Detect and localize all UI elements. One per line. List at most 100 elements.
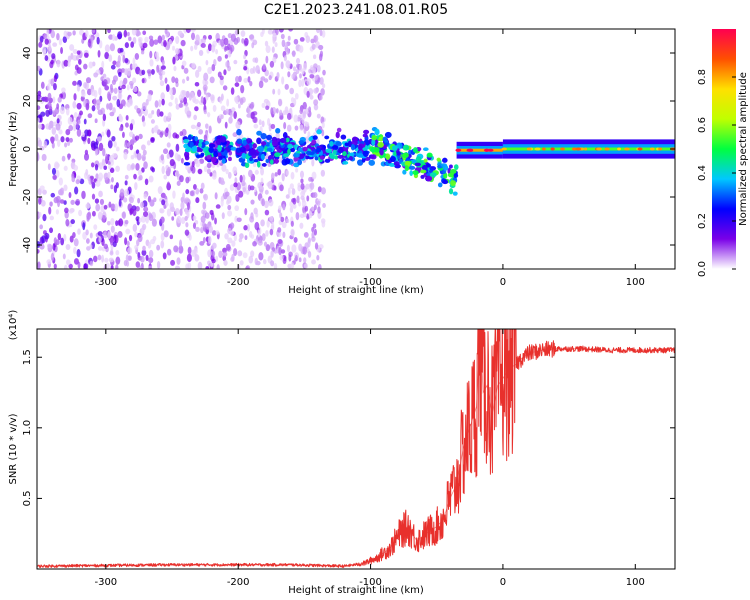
- spectrogram-cell: [153, 126, 158, 133]
- spectrogram-cell: [83, 63, 88, 70]
- spectrogram-cell: [211, 250, 216, 257]
- spectrogram-cell: [56, 118, 60, 124]
- spectrogram-cell: [166, 142, 171, 148]
- spectrogram-cell: [357, 153, 364, 158]
- spectrogram-cell: [229, 230, 234, 236]
- spectrogram-cell: [150, 119, 155, 124]
- spectrogram-cell: [298, 257, 302, 263]
- spectrogram-cell: [38, 211, 42, 218]
- spectrogram-cell: [67, 153, 71, 161]
- spectrogram-cell: [103, 243, 109, 250]
- spectrogram-cell: [337, 147, 344, 154]
- spectrogram-cell: [303, 62, 308, 71]
- spectrogram-cell: [114, 203, 119, 212]
- spectrogram-cell: [180, 201, 185, 210]
- spectrogram-cell: [281, 76, 285, 85]
- spectrogram-cell: [134, 244, 139, 250]
- spectrogram-cell: [130, 154, 135, 160]
- spectrogram-cell: [342, 160, 349, 165]
- spectrogram-cell: [49, 227, 54, 234]
- spectrogram-cell: [91, 210, 96, 217]
- spectrogram-cell: [69, 137, 73, 143]
- spectrogram-cell: [78, 58, 82, 65]
- spectrogram-cell: [81, 132, 85, 138]
- spectrogram-cell: [252, 241, 257, 247]
- spectrogram-cell: [257, 240, 263, 246]
- snr-x-tick-label: -200: [227, 577, 250, 588]
- spectrogram-cell: [50, 252, 55, 262]
- spectrogram-cell: [223, 37, 229, 46]
- spectrogram-cell: [76, 102, 82, 110]
- spectrogram-cell: [73, 238, 79, 247]
- spectrogram-cell: [87, 129, 92, 137]
- spectrogram-cell: [335, 141, 342, 147]
- spectrogram-cell: [67, 31, 72, 37]
- spectrogram-cell: [308, 106, 312, 113]
- spectrogram-cell: [285, 48, 290, 55]
- spectrogram-cell: [373, 146, 380, 153]
- spectrogram-cell: [63, 59, 69, 67]
- spectrogram-cell: [57, 232, 62, 241]
- spectrogram-cell: [101, 254, 105, 263]
- spectrogram-cell: [262, 63, 266, 70]
- spectrogram-cell: [49, 215, 54, 221]
- spectrogram-cell: [60, 237, 65, 246]
- spectrogram-cell: [308, 176, 313, 182]
- spectrogram-cell: [52, 42, 58, 47]
- spectrogram-cell: [124, 42, 130, 49]
- colorbar-tick-label: 0.8: [697, 69, 708, 85]
- spectrogram-cell: [115, 256, 121, 265]
- spectrogram-cell: [247, 76, 251, 83]
- spectrogram-cell: [185, 164, 190, 171]
- spectrogram-cell: [132, 77, 137, 84]
- spectrogram-cell: [243, 66, 248, 71]
- spectrogram-cell: [113, 234, 117, 243]
- spectrogram-cell: [316, 254, 320, 261]
- spectrogram-cell: [203, 72, 209, 81]
- spectrogram-cell: [302, 146, 308, 152]
- spectrogram-cell: [85, 238, 90, 244]
- spectrogram-cell: [73, 124, 77, 132]
- spectrogram-cell: [107, 29, 111, 34]
- spectrogram-cell: [161, 59, 165, 66]
- spectrogram-cell: [304, 205, 309, 212]
- spectrogram-cell: [292, 203, 297, 209]
- spectrogram-cell: [238, 237, 243, 243]
- spectrogram-cell: [185, 148, 191, 153]
- spectrogram-x-tick-label: -300: [94, 277, 117, 288]
- spectrogram-cell: [194, 81, 200, 87]
- spectrogram-cell: [135, 31, 142, 36]
- spectrogram-cell: [422, 147, 429, 152]
- spectrogram-cell: [38, 41, 43, 48]
- spectrogram-cell: [86, 212, 92, 220]
- spectrogram-cell: [131, 29, 137, 36]
- spectrogram-cell: [138, 38, 142, 47]
- spectrogram-cell: [58, 177, 64, 186]
- spectrogram-cell: [171, 216, 175, 221]
- spectrogram-cell: [222, 85, 228, 91]
- spectrogram-cell: [142, 223, 147, 231]
- spectrogram-cell: [95, 180, 101, 187]
- spectrogram-cell: [156, 244, 161, 251]
- spectrogram-cell: [295, 57, 301, 65]
- spectrogram-cell: [301, 68, 305, 75]
- spectrogram-cell: [195, 226, 200, 232]
- spectrogram-cell: [159, 208, 163, 214]
- spectrogram-cell: [203, 86, 207, 95]
- spectrogram-cell: [97, 109, 103, 116]
- spectrogram-cell: [68, 209, 74, 214]
- spectrogram-cell: [268, 75, 272, 81]
- spectrogram-cell: [46, 259, 52, 265]
- spectrogram-cell: [313, 103, 319, 111]
- spectrogram-cell: [126, 31, 130, 37]
- spectrogram-cell: [164, 128, 169, 138]
- spectrogram-cell: [319, 78, 324, 85]
- spectrogram-cell: [270, 250, 274, 258]
- spectrogram-cell: [197, 65, 202, 72]
- spectrogram-cell: [233, 233, 237, 242]
- spectrogram-cell: [194, 106, 199, 112]
- spectrogram-cell: [234, 96, 239, 103]
- spectrogram-cell: [309, 182, 315, 190]
- spectrogram-cell: [233, 111, 237, 120]
- spectrogram-cell: [72, 49, 78, 55]
